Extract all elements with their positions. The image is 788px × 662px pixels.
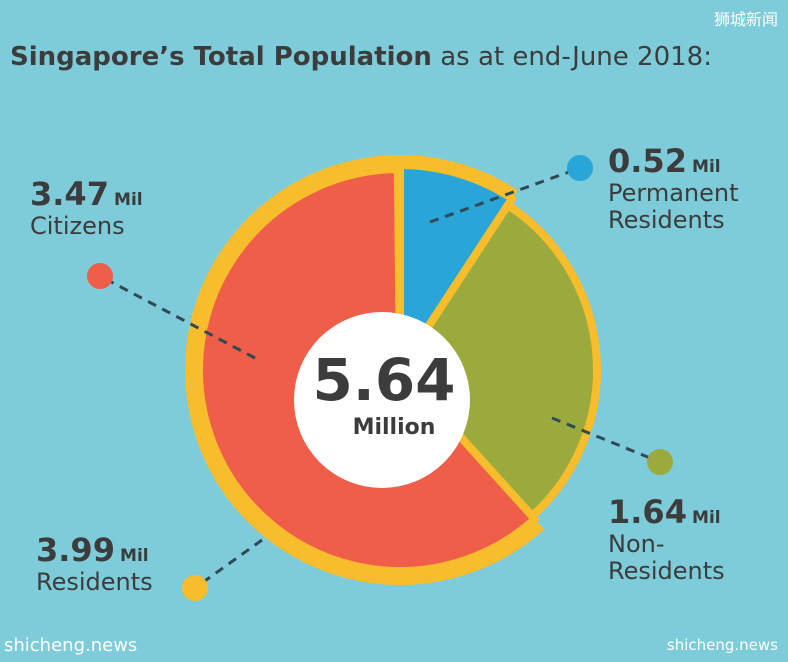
leader-line-residents (194, 538, 263, 590)
citizens-label: Citizens (30, 211, 125, 240)
nr-unit: Mil (692, 508, 721, 528)
leader-line-nr (551, 416, 661, 464)
label-residents: 3.99 Mil Residents (36, 532, 153, 596)
citizens-value: 3.47 (30, 175, 109, 213)
chart-title: Singapore’s Total Population as at end-J… (10, 42, 712, 72)
callouts-group (87, 155, 673, 601)
slice-permanent-residents (396, 161, 517, 374)
pr-label-line1: Permanent (608, 178, 739, 207)
residents-unit: Mil (120, 546, 149, 566)
watermark-bottom-right: shicheng.news (666, 636, 778, 654)
nr-value: 1.64 (608, 493, 687, 531)
pr-label-line2: Residents (608, 206, 725, 235)
chart-title-rest: as at end-June 2018: (431, 42, 712, 72)
pr-unit: Mil (692, 157, 721, 177)
slices-group (184, 155, 601, 585)
label-citizens: 3.47 Mil Citizens (30, 176, 143, 240)
label-permanent-residents: 0.52 Mil Permanent Residents (608, 143, 739, 235)
residents-value: 3.99 (36, 531, 115, 569)
slice-non-residents (396, 201, 601, 521)
marker-dot-pr (567, 155, 593, 181)
watermark-bottom-left: shicheng.news (4, 635, 138, 656)
nr-label-line1: Non- (608, 529, 665, 558)
residents-label: Residents (36, 567, 153, 596)
center-unit: Million (353, 415, 436, 440)
marker-dot-residents (182, 575, 208, 601)
chart-title-bold: Singapore’s Total Population (10, 42, 432, 72)
leader-line-citizens (99, 274, 256, 360)
leader-line-pr (429, 166, 581, 224)
center-value: 5.64 (312, 346, 455, 414)
marker-dot-citizens (87, 263, 113, 289)
center-hole (294, 312, 470, 488)
watermark-top: 狮城新闻 (713, 10, 778, 29)
pr-value: 0.52 (608, 142, 687, 180)
nr-label-line2: Residents (608, 557, 725, 586)
marker-dot-nr (647, 449, 673, 475)
label-non-residents: 1.64 Mil Non- Residents (608, 494, 725, 586)
citizens-unit: Mil (114, 190, 143, 210)
